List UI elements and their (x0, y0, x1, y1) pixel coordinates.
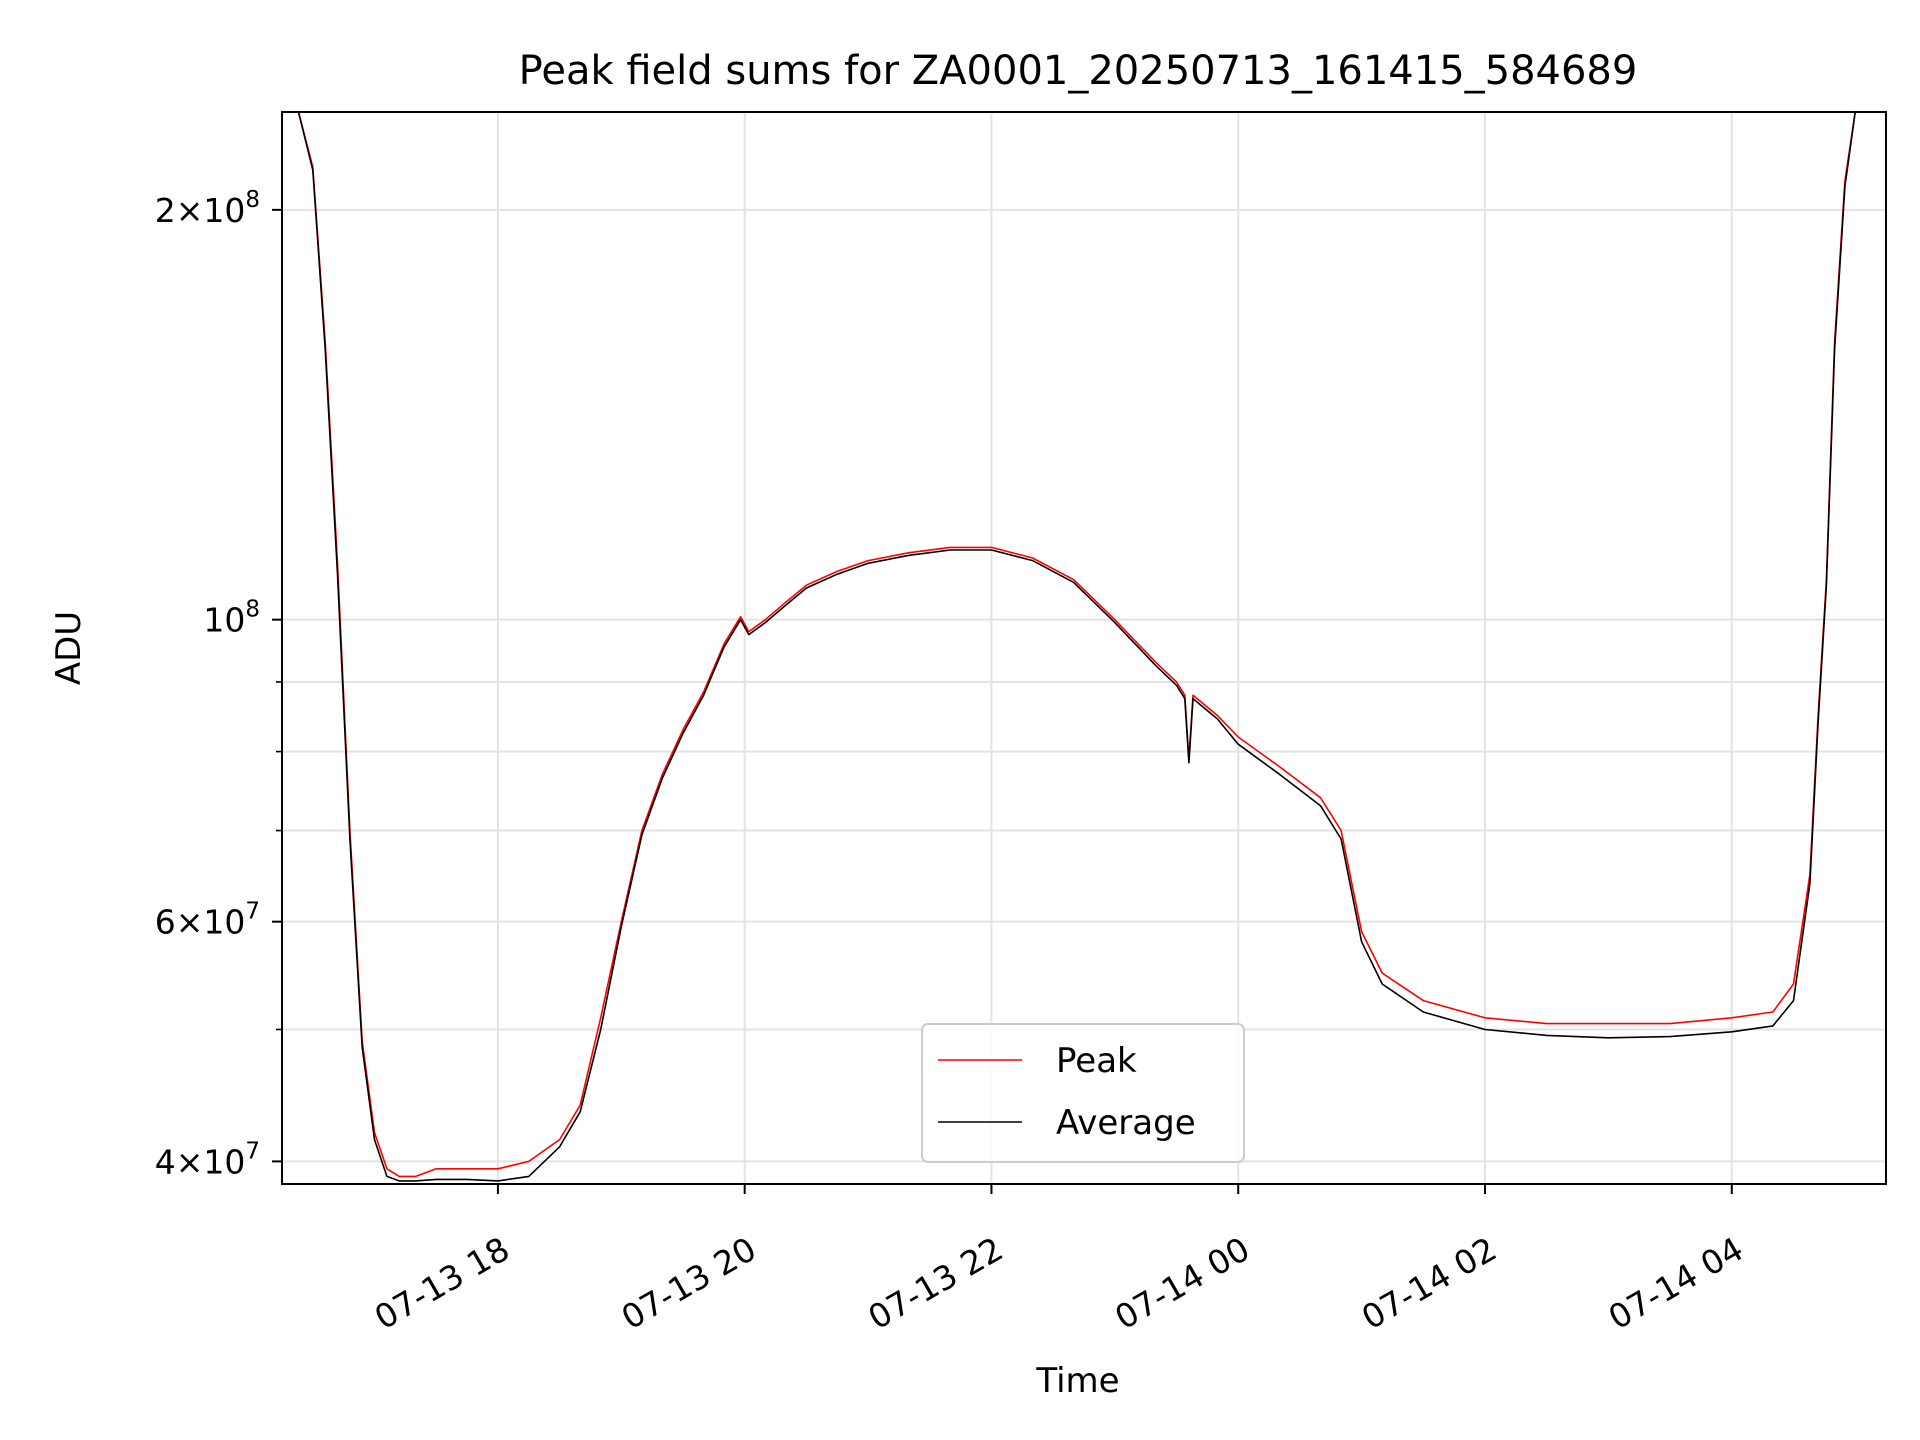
y-tick-label: 6×107 (155, 899, 260, 942)
x-tick-label: 07-14 02 (1355, 1229, 1503, 1337)
x-tick-label: 07-13 20 (615, 1229, 763, 1337)
plot-frame (281, 111, 1887, 1185)
y-axis-label: ADU (49, 611, 89, 685)
y-tick-label: 2×108 (155, 187, 260, 230)
series-line-peak (297, 111, 1866, 1178)
x-tick-label: 07-13 18 (368, 1229, 516, 1337)
x-tick-label: 07-14 04 (1602, 1229, 1750, 1337)
legend-box (921, 1023, 1245, 1163)
chart-title: Peak field sums for ZA0001_20250713_1614… (519, 48, 1638, 94)
x-axis-label: Time (1035, 1361, 1119, 1401)
y-tick-label: 108 (203, 597, 260, 640)
grid-lines (282, 112, 1886, 1184)
x-tick-label: 07-13 22 (861, 1229, 1009, 1337)
legend-average-label: Average (1056, 1103, 1196, 1143)
y-axis: 4×107 6×107 108 2×108 (155, 187, 282, 1181)
series-layer (297, 111, 1866, 1182)
legend-peak-label: Peak (1056, 1041, 1137, 1081)
series-line-average (297, 111, 1866, 1182)
y-tick-label: 4×107 (155, 1138, 260, 1181)
legend: Peak Average (921, 1023, 1245, 1163)
x-axis: 07-13 18 07-13 20 07-13 22 07-14 00 07-14 02… (368, 1184, 1750, 1337)
x-tick-label: 07-14 00 (1108, 1229, 1256, 1337)
